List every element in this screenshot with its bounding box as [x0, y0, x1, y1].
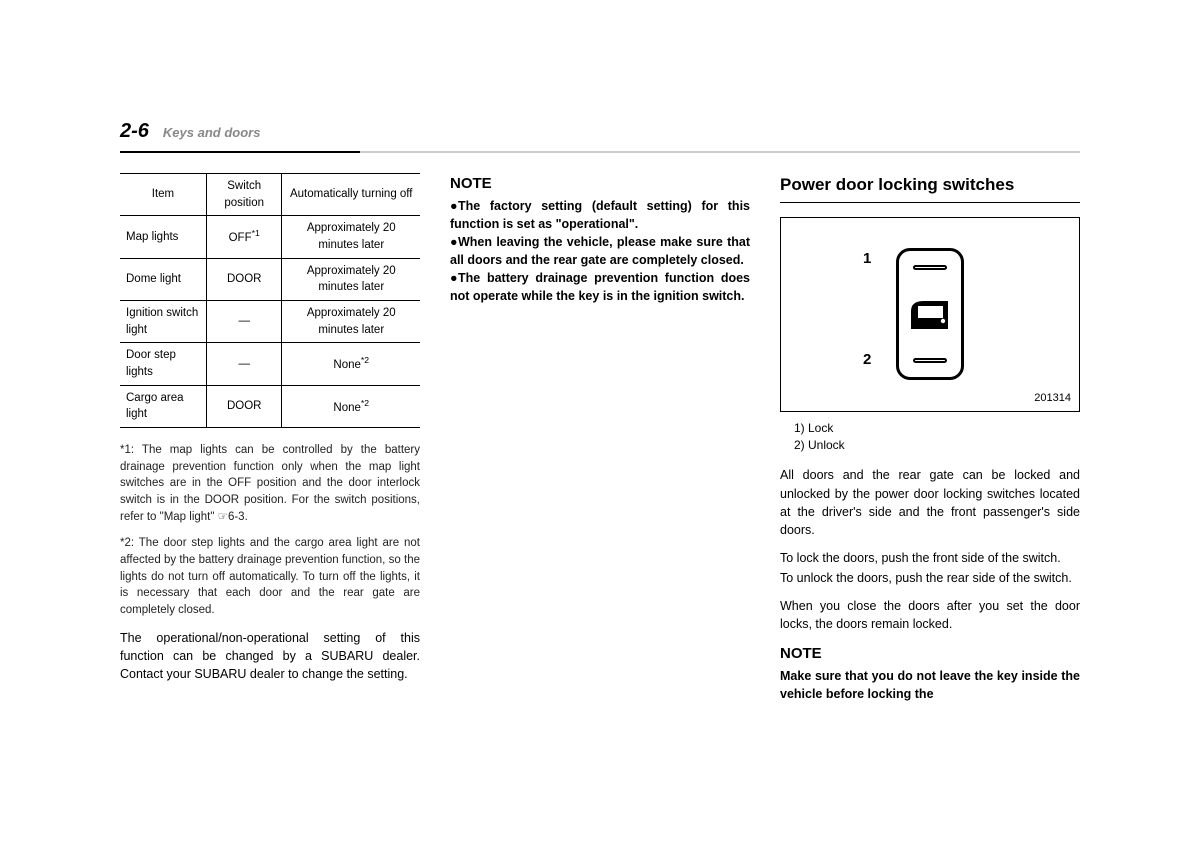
- bullet-icon: ●: [450, 197, 458, 215]
- figure-label-2: 2: [863, 349, 871, 371]
- paragraph: All doors and the rear gate can be locke…: [780, 466, 1080, 539]
- figure-label-1: 1: [863, 248, 871, 270]
- paragraph: The operational/non-operational setting …: [120, 629, 420, 683]
- legend-item: 1) Lock: [780, 420, 1080, 437]
- switch-outline: [896, 248, 964, 380]
- paragraph: To unlock the doors, push the rear side …: [780, 569, 1080, 587]
- cell: DOOR: [206, 385, 282, 427]
- table-row: Cargo area light DOOR None*2: [120, 385, 420, 427]
- column-1: Item Switch position Automatically turni…: [120, 173, 420, 703]
- subsection-heading: Power door locking switches: [780, 173, 1080, 203]
- table-row: Map lights OFF*1 Approximately 20 minute…: [120, 216, 420, 258]
- switch-figure: 1 2 201314: [780, 217, 1080, 412]
- note-bullet: The factory setting (default setting) fo…: [450, 199, 750, 231]
- manual-page: 2-6 Keys and doors Item Switch position …: [0, 0, 1200, 863]
- column-2: NOTE ●The factory setting (default setti…: [450, 173, 750, 703]
- table-row: Ignition switch light — Approximately 20…: [120, 301, 420, 343]
- figure-code: 201314: [1034, 391, 1071, 407]
- table-row: Door step lights — None*2: [120, 343, 420, 385]
- cell: None*2: [282, 385, 420, 427]
- col-header: Switch position: [206, 174, 282, 216]
- legend-item: 2) Unlock: [780, 437, 1080, 454]
- cell: DOOR: [206, 258, 282, 300]
- paragraph: When you close the doors after you set t…: [780, 597, 1080, 633]
- content-columns: Item Switch position Automatically turni…: [120, 173, 1080, 703]
- page-number: 2-6: [120, 120, 149, 143]
- lights-table: Item Switch position Automatically turni…: [120, 173, 420, 428]
- cell: —: [206, 343, 282, 385]
- table-header-row: Item Switch position Automatically turni…: [120, 174, 420, 216]
- col-header: Item: [120, 174, 206, 216]
- cell: None*2: [282, 343, 420, 385]
- footnote-1: *1: The map lights can be controlled by …: [120, 442, 420, 525]
- cell: Map lights: [120, 216, 206, 258]
- switch-slot-top: [913, 265, 947, 270]
- cell: Ignition switch light: [120, 301, 206, 343]
- cell: Approximately 20 minutes later: [282, 216, 420, 258]
- note-heading: NOTE: [450, 173, 750, 195]
- note-body: ●The factory setting (default setting) f…: [450, 197, 750, 306]
- cell: OFF*1: [206, 216, 282, 258]
- note-bullet: When leaving the vehicle, please make su…: [450, 235, 750, 267]
- table-row: Dome light DOOR Approximately 20 minutes…: [120, 258, 420, 300]
- switch-slot-bottom: [913, 358, 947, 363]
- cell: —: [206, 301, 282, 343]
- paragraph: To lock the doors, push the front side o…: [780, 549, 1080, 567]
- column-3: Power door locking switches 1 2 201314 1…: [780, 173, 1080, 703]
- note-bullet: The battery drainage prevention function…: [450, 271, 750, 303]
- cell: Dome light: [120, 258, 206, 300]
- cell: Approximately 20 minutes later: [282, 301, 420, 343]
- cell: Approximately 20 minutes later: [282, 258, 420, 300]
- bullet-icon: ●: [450, 269, 458, 287]
- footnote-2: *2: The door step lights and the cargo a…: [120, 535, 420, 618]
- note-body: Make sure that you do not leave the key …: [780, 667, 1080, 703]
- cell: Cargo area light: [120, 385, 206, 427]
- bullet-icon: ●: [450, 233, 458, 251]
- note-heading: NOTE: [780, 643, 1080, 665]
- car-door-icon: [908, 297, 952, 331]
- section-title: Keys and doors: [163, 125, 261, 140]
- cell: Door step lights: [120, 343, 206, 385]
- header-rule: [120, 151, 1080, 153]
- page-header: 2-6 Keys and doors: [120, 120, 1080, 143]
- col-header: Automatically turning off: [282, 174, 420, 216]
- figure-legend: 1) Lock 2) Unlock: [780, 420, 1080, 455]
